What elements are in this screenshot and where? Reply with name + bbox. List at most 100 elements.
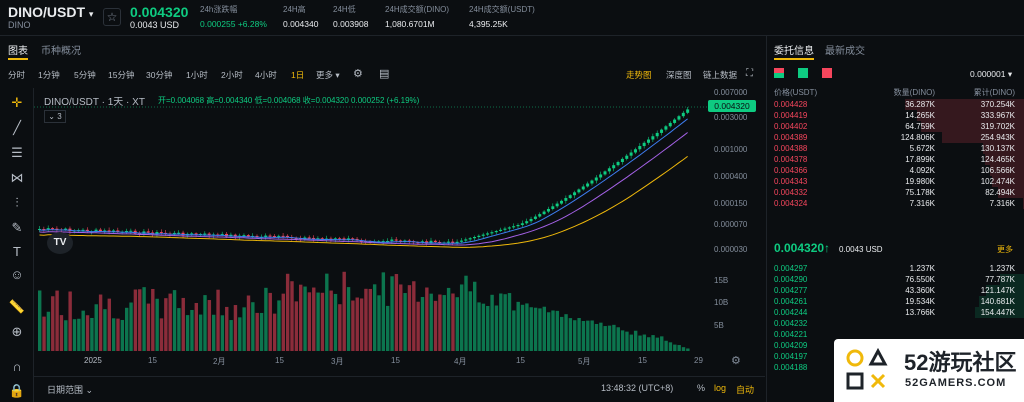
view-asks-icon[interactable] <box>822 68 832 78</box>
percent-toggle[interactable]: % <box>697 383 706 393</box>
ask-total: 370.254K <box>980 100 1015 109</box>
volume-bars <box>38 271 690 351</box>
horizontal-lines-icon[interactable]: ☰ <box>11 145 23 160</box>
date-range-button[interactable]: 日期范围 ⌄ <box>47 385 94 395</box>
brush-icon[interactable]: ✎ <box>11 220 23 235</box>
tradingview-logo[interactable]: TV <box>47 232 73 254</box>
bid-row[interactable]: 0.004261 19.534K 140.681K <box>767 296 1024 307</box>
indicator-settings-icon[interactable]: ⚙ <box>353 68 363 80</box>
candle-body <box>51 228 55 230</box>
pair-selector[interactable]: DINO/USDT ▾ <box>8 4 93 20</box>
ask-row[interactable]: 0.004388 5.672K 130.137K <box>767 143 1024 154</box>
ask-total: 82.494K <box>985 188 1015 197</box>
bid-row[interactable]: 0.004232 <box>767 318 1024 329</box>
ruler-icon[interactable]: 📏 <box>8 299 26 314</box>
stat-change: 24h涨跌幅 0.000255 +6.28% <box>200 5 267 29</box>
favorite-star-icon[interactable]: ☆ <box>103 8 121 26</box>
candle-body <box>433 240 437 242</box>
bid-row[interactable]: 0.004197 <box>767 351 1024 362</box>
volume-bar <box>647 337 651 351</box>
ask-amount: 36.287K <box>905 100 935 109</box>
fullscreen-icon[interactable]: ⛶ <box>746 68 753 79</box>
settings-gear-icon[interactable]: ⚙ <box>731 355 741 367</box>
ask-row[interactable]: 0.004324 7.316K 7.316K <box>767 198 1024 209</box>
crosshair-icon[interactable]: ✛ <box>11 95 23 110</box>
view-onchain[interactable]: 链上数据 <box>703 70 738 80</box>
volume-bar <box>338 304 342 351</box>
ask-row[interactable]: 0.004402 64.759K 319.702K <box>767 121 1024 132</box>
tab-orderbook[interactable]: 委托信息 <box>774 46 814 57</box>
interval-1h[interactable]: 1小时 <box>186 70 208 80</box>
emoji-icon[interactable]: ☺ <box>10 267 24 282</box>
ask-row[interactable]: 0.004419 14.265K 333.967K <box>767 110 1024 121</box>
more-link[interactable]: 更多 <box>997 245 1013 254</box>
bid-row[interactable]: 0.004209 <box>767 340 1024 351</box>
bid-row[interactable]: 0.004188 <box>767 362 1024 373</box>
pattern-icon[interactable]: ⋈ <box>10 170 24 185</box>
candle-body <box>225 233 229 237</box>
chart-style-icon[interactable]: ▤ <box>379 68 390 80</box>
ask-row[interactable]: 0.004332 75.178K 82.494K <box>767 187 1024 198</box>
interval-4h[interactable]: 4小时 <box>255 70 277 80</box>
view-trend[interactable]: 走势图 <box>626 70 652 80</box>
interval-30m[interactable]: 30分钟 <box>146 70 173 80</box>
candle-body <box>111 230 115 232</box>
price-chart[interactable]: DINO/USDT · 1天 · XT 开=0.004068 高=0.00434… <box>34 88 765 376</box>
bid-row[interactable]: 0.004277 43.360K 121.147K <box>767 285 1024 296</box>
ask-price: 0.004428 <box>774 100 808 109</box>
interval-1d[interactable]: 1日 <box>291 70 305 80</box>
volume-bar <box>668 342 673 351</box>
volume-bar <box>238 317 242 351</box>
lock-icon[interactable]: 🔒 <box>8 383 26 398</box>
volume-bar <box>125 307 129 351</box>
tab-coin-info[interactable]: 币种概况 <box>41 46 81 57</box>
precision-select[interactable]: 0.000001 ▾ <box>970 69 1013 79</box>
candle-body <box>272 235 276 237</box>
candle-body <box>603 171 607 175</box>
interval-1m[interactable]: 1分钟 <box>38 70 60 80</box>
ask-row[interactable]: 0.004389 124.806K 254.943K <box>767 132 1024 143</box>
auto-toggle[interactable]: 自动 <box>736 385 755 395</box>
bid-row[interactable]: 0.004297 1.237K 1.237K <box>767 263 1024 274</box>
candle-body <box>159 232 163 234</box>
indicators-toggle[interactable]: ⌄ 3 <box>44 110 66 123</box>
candle-body <box>381 241 385 243</box>
volume-bar <box>133 289 138 351</box>
fib-icon[interactable]: ⫶ <box>15 195 19 210</box>
trendline-icon[interactable]: ╱ <box>13 120 21 135</box>
ask-depth-bar <box>991 176 1024 187</box>
volume-bar <box>333 293 338 351</box>
view-bids-icon[interactable] <box>798 68 808 78</box>
magnet-icon[interactable]: ∩ <box>12 359 22 374</box>
zoom-in-icon[interactable]: ⊕ <box>11 324 23 339</box>
bid-price: 0.004209 <box>774 341 808 350</box>
vol-tick: 10B <box>714 298 729 307</box>
interval-more[interactable]: 更多 ▾ <box>316 70 340 80</box>
ask-row[interactable]: 0.004366 4.092K 106.566K <box>767 165 1024 176</box>
view-depth[interactable]: 深度图 <box>666 70 692 80</box>
tab-chart[interactable]: 图表 <box>8 46 28 57</box>
candle-body <box>81 229 85 231</box>
view-both-icon[interactable] <box>774 68 784 78</box>
interval-15m[interactable]: 15分钟 <box>108 70 135 80</box>
volume-bar <box>329 290 333 351</box>
ask-row[interactable]: 0.004378 17.899K 124.465K <box>767 154 1024 165</box>
volume-bar <box>451 293 455 351</box>
bid-row[interactable]: 0.004221 <box>767 329 1024 340</box>
volume-bar <box>342 271 346 351</box>
log-toggle[interactable]: log <box>714 383 727 393</box>
ask-row[interactable]: 0.004428 36.287K 370.254K <box>767 99 1024 110</box>
interval-2h[interactable]: 2小时 <box>221 70 243 80</box>
interval-5m[interactable]: 5分钟 <box>74 70 96 80</box>
candle-body <box>329 238 333 240</box>
interval-time[interactable]: 分时 <box>8 70 26 80</box>
volume-bar <box>673 344 677 351</box>
candle-body <box>446 241 450 243</box>
bid-amount: 13.766K <box>905 308 935 317</box>
ask-row[interactable]: 0.004343 19.980K 102.474K <box>767 176 1024 187</box>
tab-trades[interactable]: 最新成交 <box>825 46 865 57</box>
bid-row[interactable]: 0.004290 76.550K 77.787K <box>767 274 1024 285</box>
volume-bar <box>581 320 586 351</box>
bid-row[interactable]: 0.004244 13.766K 154.447K <box>767 307 1024 318</box>
text-icon[interactable]: T <box>13 244 21 259</box>
